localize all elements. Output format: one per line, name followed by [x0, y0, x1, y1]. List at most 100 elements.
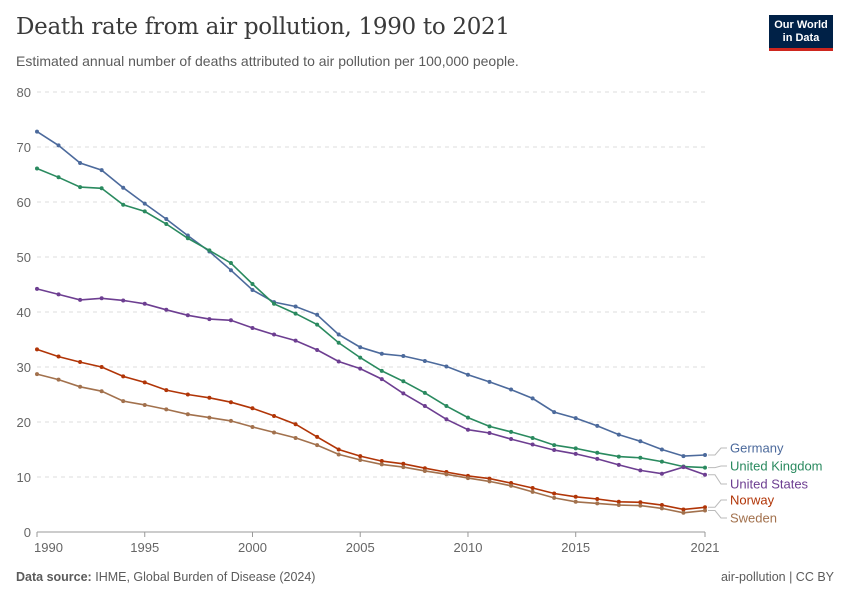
- data-point[interactable]: [465, 476, 470, 481]
- data-point[interactable]: [487, 424, 492, 429]
- data-point[interactable]: [616, 499, 621, 504]
- data-point[interactable]: [35, 372, 39, 377]
- data-point[interactable]: [616, 503, 621, 508]
- data-point[interactable]: [422, 358, 427, 363]
- data-point[interactable]: [573, 499, 578, 504]
- data-point[interactable]: [228, 418, 233, 423]
- data-point[interactable]: [401, 379, 406, 384]
- data-point[interactable]: [379, 462, 384, 467]
- data-point[interactable]: [444, 364, 449, 369]
- data-point[interactable]: [379, 459, 384, 464]
- data-point[interactable]: [573, 446, 578, 451]
- series-label[interactable]: United States: [730, 477, 809, 492]
- data-point[interactable]: [207, 317, 212, 322]
- data-point[interactable]: [638, 455, 643, 460]
- data-point[interactable]: [142, 201, 147, 206]
- data-point[interactable]: [99, 296, 104, 301]
- data-point[interactable]: [487, 431, 492, 435]
- data-point[interactable]: [164, 307, 169, 312]
- data-point[interactable]: [379, 377, 384, 382]
- data-point[interactable]: [228, 261, 233, 266]
- data-point[interactable]: [358, 454, 363, 459]
- data-point[interactable]: [185, 392, 190, 397]
- series-line-united-kingdom[interactable]: [36, 167, 706, 469]
- data-point[interactable]: [99, 168, 104, 173]
- data-point[interactable]: [185, 236, 190, 241]
- data-point[interactable]: [315, 322, 320, 327]
- data-point[interactable]: [444, 472, 449, 477]
- data-point[interactable]: [315, 312, 320, 317]
- data-point[interactable]: [358, 366, 363, 371]
- data-point[interactable]: [552, 448, 557, 453]
- data-point[interactable]: [681, 465, 686, 470]
- data-point[interactable]: [336, 332, 341, 337]
- data-point[interactable]: [465, 372, 470, 377]
- data-point[interactable]: [509, 387, 514, 392]
- data-point[interactable]: [422, 390, 427, 395]
- data-point[interactable]: [185, 412, 190, 417]
- data-point[interactable]: [293, 422, 298, 427]
- data-point[interactable]: [659, 459, 664, 464]
- data-point[interactable]: [293, 304, 298, 309]
- data-point[interactable]: [530, 489, 535, 494]
- data-point[interactable]: [487, 476, 492, 481]
- data-point[interactable]: [465, 427, 470, 432]
- data-point[interactable]: [530, 486, 535, 490]
- data-point[interactable]: [250, 424, 255, 429]
- data-point[interactable]: [207, 415, 212, 420]
- data-point[interactable]: [56, 143, 61, 148]
- data-point[interactable]: [530, 442, 535, 447]
- data-point[interactable]: [659, 506, 664, 511]
- data-point[interactable]: [659, 471, 664, 476]
- data-point[interactable]: [336, 447, 341, 452]
- data-point[interactable]: [99, 186, 104, 191]
- data-point[interactable]: [78, 384, 83, 389]
- data-point[interactable]: [616, 462, 621, 467]
- data-point[interactable]: [659, 503, 664, 508]
- series-line-norway[interactable]: [36, 348, 706, 511]
- data-point[interactable]: [99, 365, 104, 369]
- data-point[interactable]: [336, 452, 341, 457]
- data-point[interactable]: [121, 185, 126, 190]
- data-point[interactable]: [509, 437, 514, 442]
- data-point[interactable]: [681, 507, 686, 512]
- data-point[interactable]: [595, 423, 600, 428]
- data-point[interactable]: [121, 298, 126, 303]
- data-point[interactable]: [509, 483, 514, 488]
- data-point[interactable]: [422, 466, 427, 471]
- data-point[interactable]: [35, 166, 39, 171]
- data-point[interactable]: [78, 185, 83, 190]
- data-point[interactable]: [552, 491, 557, 496]
- data-point[interactable]: [142, 402, 147, 407]
- data-point[interactable]: [185, 313, 190, 318]
- data-point[interactable]: [228, 318, 233, 323]
- data-point[interactable]: [164, 388, 169, 393]
- data-point[interactable]: [185, 233, 190, 238]
- data-point[interactable]: [444, 417, 449, 422]
- data-point[interactable]: [487, 479, 492, 484]
- data-point[interactable]: [530, 435, 535, 440]
- data-point[interactable]: [358, 355, 363, 360]
- data-point[interactable]: [638, 468, 643, 473]
- data-point[interactable]: [78, 360, 83, 365]
- series-label[interactable]: United Kingdom: [730, 459, 823, 474]
- data-point[interactable]: [379, 368, 384, 373]
- data-point[interactable]: [142, 301, 147, 306]
- data-point[interactable]: [401, 391, 406, 396]
- data-point[interactable]: [99, 389, 104, 394]
- data-point[interactable]: [336, 340, 341, 345]
- data-point[interactable]: [35, 286, 39, 291]
- data-point[interactable]: [681, 510, 686, 515]
- data-point[interactable]: [401, 465, 406, 470]
- owid-logo[interactable]: Our World in Data: [769, 15, 833, 51]
- series-label[interactable]: Sweden: [730, 511, 777, 526]
- data-point[interactable]: [358, 345, 363, 350]
- data-point[interactable]: [465, 415, 470, 420]
- data-point[interactable]: [293, 311, 298, 316]
- data-point[interactable]: [595, 450, 600, 455]
- data-point[interactable]: [272, 413, 277, 418]
- data-point[interactable]: [638, 439, 643, 444]
- data-point[interactable]: [422, 404, 427, 409]
- data-point[interactable]: [250, 281, 255, 286]
- data-point[interactable]: [422, 468, 427, 473]
